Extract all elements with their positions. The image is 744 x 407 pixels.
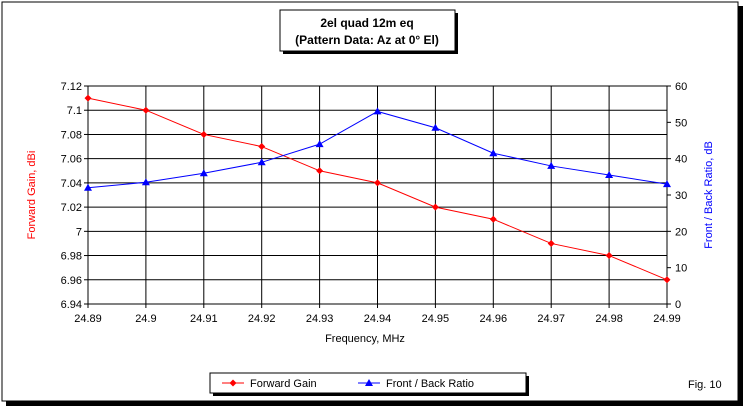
legend-front-back-ratio-label: Front / Back Ratio <box>386 378 474 390</box>
y-left-tick-label: 6.98 <box>61 251 82 263</box>
front-back-ratio-point <box>547 161 556 169</box>
x-tick-label: 24.93 <box>306 313 334 325</box>
y-right-tick-label: 40 <box>675 154 687 166</box>
series-layer <box>84 94 671 284</box>
x-tick-label: 24.96 <box>480 313 508 325</box>
y-left-tick-label: 6.96 <box>61 275 82 287</box>
x-tick-label: 24.92 <box>248 313 276 325</box>
y-left-tick-label: 7.08 <box>61 129 82 141</box>
y-left-tick-label: 7 <box>76 226 82 238</box>
x-tick-label: 24.91 <box>190 313 218 325</box>
x-axis-title: Frequency, MHz <box>325 333 405 345</box>
forward-gain-point <box>605 252 613 260</box>
front-back-ratio-point <box>199 169 208 177</box>
legend-front-back-ratio-marker <box>365 379 373 386</box>
front-back-ratio-point <box>431 123 440 131</box>
x-tick-label: 24.94 <box>364 313 392 325</box>
front-back-ratio-point <box>373 107 382 115</box>
x-tick-label: 24.89 <box>74 313 102 325</box>
front-back-ratio-point <box>489 149 498 157</box>
front-back-ratio-point <box>84 183 92 191</box>
y-left-tick-label: 7.04 <box>61 178 82 190</box>
front-back-ratio-point <box>663 180 671 188</box>
x-tick-label: 24.95 <box>422 313 450 325</box>
chart-title-line-1: 2el quad 12m eq <box>320 16 413 30</box>
y-right-tick-label: 0 <box>675 299 681 311</box>
x-tick-label: 24.97 <box>537 313 565 325</box>
y-left-tick-label: 7.1 <box>67 105 82 117</box>
tick-layer: 6.94 6.96 6.98 7 7.02 7.04 7.06 7.08 7.1 7.12 0 10 2… <box>61 81 688 325</box>
figure-annotation: Fig. 10 <box>688 379 722 391</box>
forward-gain-point <box>663 276 671 284</box>
forward-gain-point <box>84 94 92 102</box>
y-left-axis-title: Forward Gain, dBi <box>26 151 38 240</box>
chart-title-line-2: (Pattern Data: Az at 0° El) <box>295 33 439 47</box>
y-right-tick-label: 30 <box>675 190 687 202</box>
legend-forward-gain-label: Forward Gain <box>250 378 317 390</box>
y-left-tick-label: 7.02 <box>61 202 82 214</box>
y-left-tick-label: 7.12 <box>61 81 82 93</box>
chart-frame <box>1 1 739 402</box>
x-tick-label: 24.98 <box>595 313 623 325</box>
forward-gain-point <box>431 203 439 211</box>
forward-gain-point <box>547 239 555 247</box>
front-back-ratio-point <box>315 140 324 148</box>
forward-gain-point <box>489 215 497 223</box>
forward-gain-point <box>142 106 150 114</box>
y-right-tick-label: 50 <box>675 117 687 129</box>
forward-gain-point <box>200 130 208 138</box>
legend: Forward Gain Front / Back Ratio <box>222 378 474 390</box>
y-right-axis-title: Front / Back Ratio, dB <box>703 141 715 249</box>
y-right-tick-label: 20 <box>675 226 687 238</box>
y-right-tick-label: 60 <box>675 81 687 93</box>
front-back-ratio-point <box>605 171 614 179</box>
y-right-tick-label: 10 <box>675 263 687 275</box>
x-tick-label: 24.9 <box>135 313 156 325</box>
forward-gain-point <box>258 143 266 151</box>
front-back-ratio-point <box>141 178 150 186</box>
x-tick-label: 24.99 <box>653 313 681 325</box>
front-back-ratio-point <box>257 158 266 166</box>
forward-gain-point <box>316 167 324 175</box>
legend-forward-gain-marker <box>229 379 237 387</box>
y-left-tick-label: 7.06 <box>61 154 82 166</box>
forward-gain-point <box>374 179 381 187</box>
title-box <box>279 9 456 52</box>
y-left-tick-label: 6.94 <box>61 299 82 311</box>
